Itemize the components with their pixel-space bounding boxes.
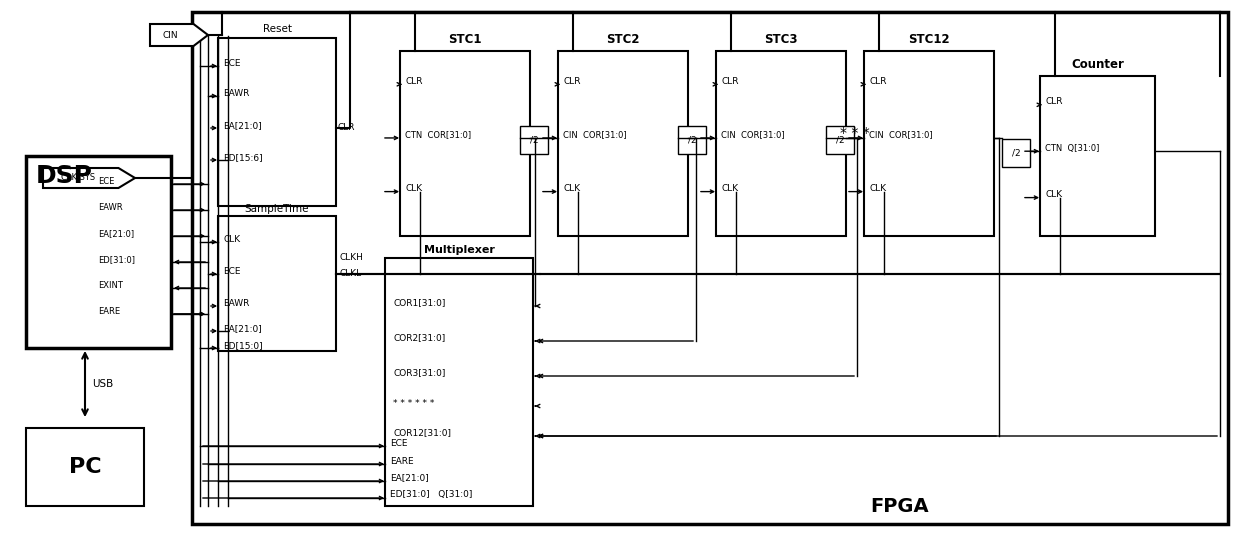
Text: CTN  COR[31:0]: CTN COR[31:0] [405,130,471,139]
Text: USB: USB [92,379,113,389]
Text: DSP: DSP [36,164,93,188]
Text: ECE: ECE [98,177,114,187]
Bar [218,216,336,351]
Bar [218,38,336,206]
Text: * * *: * * * [841,126,870,140]
Text: CLR: CLR [1045,98,1063,106]
Text: COR12[31:0]: COR12[31:0] [393,428,451,437]
Bar [1002,139,1030,167]
Text: CLK: CLK [223,235,241,244]
Text: CLK SYS: CLK SYS [61,174,95,182]
Bar [26,428,144,506]
Bar [678,126,706,154]
Text: STC2: STC2 [606,33,640,46]
Bar [864,51,994,236]
Text: ECE: ECE [223,59,241,69]
Text: COR3[31:0]: COR3[31:0] [393,369,445,377]
Text: EAWR: EAWR [98,204,123,212]
Text: EAWR: EAWR [223,90,249,99]
Text: EA[21:0]: EA[21:0] [98,229,134,239]
Bar [826,126,854,154]
Text: CLKL: CLKL [339,270,361,279]
Bar [715,51,846,236]
Text: Multiplexer: Multiplexer [424,245,495,255]
Bar [520,126,548,154]
Text: Counter: Counter [1071,58,1123,71]
Bar [558,51,688,236]
Text: CIN: CIN [162,31,179,40]
Text: CLK: CLK [869,184,887,193]
Bar [26,156,171,348]
Text: ECE: ECE [223,267,241,277]
Text: COR2[31:0]: COR2[31:0] [393,333,445,343]
Text: PC: PC [68,457,102,477]
Bar [401,51,529,236]
Text: EAWR: EAWR [223,300,249,309]
Text: CIN  COR[31:0]: CIN COR[31:0] [563,130,626,139]
Text: CLK: CLK [1045,190,1063,199]
Text: CLR: CLR [563,77,580,86]
Text: STC1: STC1 [448,33,482,46]
Text: CLR: CLR [869,77,887,86]
Text: /2: /2 [688,136,697,144]
Text: ED[31:0]: ED[31:0] [98,256,135,264]
Text: ED[15:6]: ED[15:6] [223,153,263,162]
Text: * * * * * *: * * * * * * [393,398,434,407]
Polygon shape [43,168,135,188]
Text: CIN  COR[31:0]: CIN COR[31:0] [869,130,932,139]
Text: CLR: CLR [720,77,739,86]
Text: ED[15:0]: ED[15:0] [223,341,263,351]
Text: /2: /2 [1012,148,1021,158]
Text: ECE: ECE [391,438,408,448]
Text: EARE: EARE [391,457,414,465]
Text: EA[21:0]: EA[21:0] [223,122,262,130]
Text: SampleTime: SampleTime [244,204,309,214]
Text: EA[21:0]: EA[21:0] [391,473,429,482]
Text: STC3: STC3 [764,33,797,46]
Text: CLKH: CLKH [339,254,363,263]
Text: CLK: CLK [405,184,422,193]
Text: CLK: CLK [563,184,580,193]
Text: CIN  COR[31:0]: CIN COR[31:0] [720,130,785,139]
Text: CTN  Q[31:0]: CTN Q[31:0] [1045,144,1100,153]
Bar [192,12,1228,524]
Polygon shape [150,24,208,46]
Text: EXINT: EXINT [98,281,123,291]
Text: ED[31:0]   Q[31:0]: ED[31:0] Q[31:0] [391,490,472,500]
Text: Reset: Reset [263,24,291,34]
Text: CLR: CLR [405,77,423,86]
Text: EARE: EARE [98,308,120,316]
Text: /2: /2 [836,136,844,144]
Text: EA[21:0]: EA[21:0] [223,324,262,333]
Bar [1040,76,1154,236]
Bar [384,258,533,506]
Text: CLK: CLK [720,184,738,193]
Text: CLR: CLR [339,123,356,132]
Text: /2: /2 [529,136,538,144]
Text: FPGA: FPGA [870,496,929,516]
Text: COR1[31:0]: COR1[31:0] [393,299,445,308]
Text: STC12: STC12 [908,33,950,46]
